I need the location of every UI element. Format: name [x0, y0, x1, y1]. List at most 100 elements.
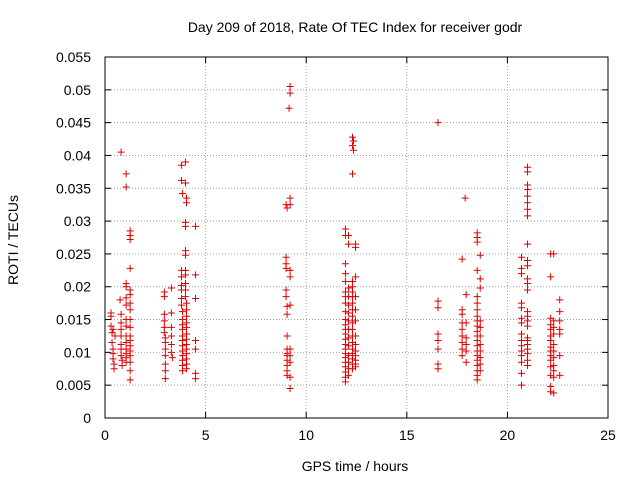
- data-point: [341, 277, 349, 285]
- y-tick-label: 0.005: [56, 377, 91, 393]
- data-point: [161, 352, 169, 360]
- data-point: [348, 142, 356, 150]
- data-point: [160, 329, 168, 337]
- data-point: [524, 205, 532, 213]
- data-point: [126, 376, 134, 384]
- data-point: [556, 371, 564, 379]
- data-point: [282, 253, 290, 261]
- data-point: [434, 365, 442, 373]
- data-point: [341, 225, 349, 233]
- data-point: [550, 323, 558, 331]
- data-point: [434, 297, 442, 305]
- data-point: [524, 240, 532, 248]
- data-point: [109, 355, 117, 363]
- data-point: [550, 330, 558, 338]
- data-point: [286, 194, 294, 202]
- data-point: [458, 339, 466, 347]
- data-point: [286, 373, 294, 381]
- data-point: [283, 310, 291, 318]
- data-point: [461, 194, 469, 202]
- data-point: [458, 332, 466, 340]
- data-point: [160, 310, 168, 318]
- data-point: [192, 222, 200, 230]
- data-point: [181, 279, 189, 287]
- data-point: [117, 148, 125, 156]
- data-point: [108, 339, 116, 347]
- data-point: [517, 330, 525, 338]
- data-point: [161, 367, 169, 375]
- data-point: [524, 262, 532, 270]
- y-tick-label: 0: [83, 410, 91, 426]
- data-point: [473, 266, 481, 274]
- data-point: [348, 325, 356, 333]
- data-point: [167, 332, 175, 340]
- data-point: [344, 334, 352, 342]
- y-tick-label: 0.04: [64, 147, 91, 163]
- data-point: [181, 271, 189, 279]
- data-point: [182, 299, 190, 307]
- data-point: [177, 176, 185, 184]
- y-tick-label: 0.025: [56, 246, 91, 262]
- data-point: [181, 251, 189, 259]
- data-point: [161, 375, 169, 383]
- data-point: [550, 367, 558, 375]
- data-point: [182, 365, 190, 373]
- data-point: [126, 306, 134, 314]
- data-point: [462, 319, 470, 327]
- data-point: [524, 286, 532, 294]
- data-point: [351, 243, 359, 251]
- data-point: [524, 322, 532, 330]
- data-point: [341, 260, 349, 268]
- data-point: [556, 317, 564, 325]
- data-point: [192, 337, 200, 345]
- data-point: [341, 308, 349, 316]
- data-point: [286, 89, 294, 97]
- data-point: [344, 352, 352, 360]
- y-tick-label: 0.03: [64, 213, 91, 229]
- data-point: [286, 345, 294, 353]
- data-point: [344, 240, 352, 248]
- data-point: [462, 291, 470, 299]
- data-point: [348, 133, 356, 141]
- data-point: [524, 192, 532, 200]
- data-point: [458, 325, 466, 333]
- data-point: [547, 363, 555, 371]
- data-point: [344, 309, 352, 317]
- data-point: [351, 332, 359, 340]
- grid-lines: [105, 57, 608, 418]
- data-point: [476, 340, 484, 348]
- data-point: [126, 264, 134, 272]
- data-point: [550, 317, 558, 325]
- data-point: [556, 308, 564, 316]
- data-point: [476, 354, 484, 362]
- data-point: [181, 158, 189, 166]
- data-point: [476, 251, 484, 259]
- data-point: [283, 204, 291, 212]
- data-point: [178, 190, 186, 198]
- data-point: [476, 275, 484, 283]
- data-point: [117, 325, 125, 333]
- data-point: [118, 361, 126, 369]
- data-point: [167, 309, 175, 317]
- data-point: [126, 316, 134, 324]
- data-point: [285, 104, 293, 112]
- data-point: [348, 299, 356, 307]
- data-point: [351, 363, 359, 371]
- plot-frame: [104, 56, 609, 419]
- data-point: [182, 312, 190, 320]
- data-point: [126, 235, 134, 243]
- data-point: [109, 325, 117, 333]
- x-tick-label: 5: [202, 427, 210, 443]
- data-point: [122, 283, 130, 291]
- data-point: [473, 306, 481, 314]
- data-point: [458, 345, 466, 353]
- data-point: [517, 304, 525, 312]
- data-point: [517, 358, 525, 366]
- data-point: [283, 302, 291, 310]
- data-point: [122, 294, 130, 302]
- data-point: [344, 284, 352, 292]
- data-point: [517, 381, 525, 389]
- data-point: [550, 347, 558, 355]
- data-point: [434, 337, 442, 345]
- data-point: [524, 212, 532, 220]
